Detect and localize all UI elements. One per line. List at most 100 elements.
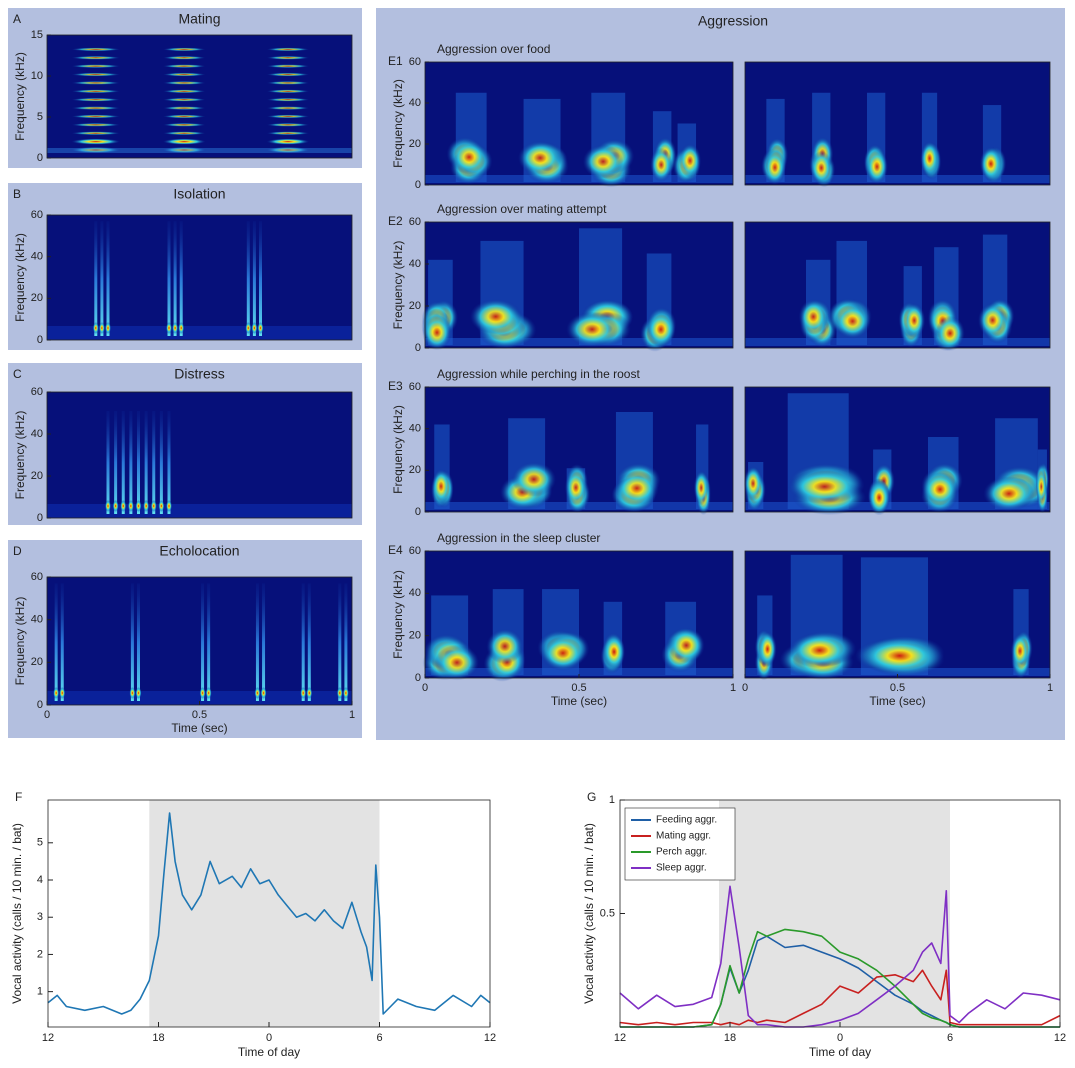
call-core — [260, 687, 267, 699]
harmonic — [266, 81, 310, 85]
harmonic — [162, 89, 206, 94]
harmonic — [266, 72, 310, 77]
harmonic — [71, 47, 121, 52]
y-tick-label: 0 — [415, 672, 421, 684]
call-core — [603, 634, 626, 670]
call — [252, 221, 256, 336]
harmonic — [266, 55, 310, 60]
call — [179, 221, 183, 336]
call-core — [614, 470, 660, 506]
harmonic — [71, 81, 121, 85]
x-tick-label: 12 — [614, 1032, 626, 1044]
call-core — [866, 149, 888, 184]
line — [47, 812, 491, 1015]
call-core — [667, 627, 705, 664]
call — [152, 410, 156, 514]
y-tick-label: 0 — [415, 506, 421, 518]
call — [60, 583, 64, 701]
call — [121, 410, 125, 514]
y-tick-label: 0 — [415, 342, 421, 354]
row-subtitle: Aggression over mating attempt — [437, 202, 607, 216]
call-core — [127, 500, 134, 512]
legend-label: Sleep aggr. — [656, 863, 707, 874]
call-core — [431, 468, 451, 504]
call-core — [903, 302, 926, 339]
axes-frame — [46, 391, 353, 519]
call-core — [582, 144, 624, 179]
harmonic — [266, 114, 310, 119]
x-tick-label: 0 — [422, 682, 428, 694]
harmonic — [266, 89, 310, 94]
x-tick-label: 1 — [730, 682, 736, 694]
spectrogram-content — [745, 92, 1050, 188]
y-tick-label: 3 — [37, 911, 43, 923]
call — [100, 221, 104, 336]
call-core — [921, 471, 959, 507]
call-core — [978, 302, 1008, 338]
call — [159, 410, 163, 514]
call-core — [763, 150, 786, 185]
call-core — [834, 303, 871, 339]
harmonic — [266, 131, 310, 136]
call-core — [166, 500, 172, 512]
spectrogram — [47, 35, 352, 158]
call-core — [450, 139, 488, 175]
call-core — [120, 500, 127, 512]
x-tick-label: 1 — [349, 709, 355, 721]
panel-title: Isolation — [173, 186, 225, 202]
y-axis-label: Frequency (kHz) — [391, 405, 405, 494]
x-tick-label: 0.5 — [571, 682, 586, 694]
y-tick-label: 60 — [31, 571, 43, 583]
legend-label: Perch aggr. — [656, 847, 707, 858]
y-tick-label: 40 — [409, 587, 421, 599]
call-core — [257, 322, 264, 334]
harmonic — [162, 72, 206, 77]
call-core — [105, 500, 111, 512]
call-core — [693, 470, 709, 506]
y-tick-label: 5 — [37, 837, 43, 849]
call — [173, 221, 177, 336]
x-tick-label: 0 — [837, 1032, 843, 1044]
call-core — [678, 143, 702, 178]
y-tick-label: 20 — [31, 292, 43, 304]
call — [54, 583, 58, 701]
call-core — [105, 322, 111, 334]
call — [114, 410, 118, 514]
call-core — [979, 146, 1002, 181]
call-core — [172, 322, 179, 334]
x-tick-label: 0 — [44, 709, 50, 721]
harmonic — [71, 114, 121, 119]
y-axis-label: Vocal activity (calls / 10 min. / bat) — [10, 823, 24, 1004]
x-tick-label: 0.5 — [192, 709, 207, 721]
spectrogram-content — [47, 583, 352, 705]
y-tick-label: 60 — [409, 216, 421, 228]
y-tick-label: 40 — [31, 614, 43, 626]
harmonic — [162, 47, 206, 52]
y-axis-label: Frequency (kHz) — [13, 597, 27, 686]
x-tick-label: 1 — [1047, 682, 1053, 694]
call-core — [743, 466, 763, 502]
call — [201, 583, 205, 701]
call-core — [511, 461, 556, 497]
call-core — [486, 628, 524, 665]
call-core — [810, 150, 833, 186]
y-tick-label: 20 — [31, 470, 43, 482]
call-core — [920, 141, 939, 176]
y-tick-label: 40 — [409, 97, 421, 109]
call-core — [859, 637, 940, 674]
y-tick-label: 0 — [37, 512, 43, 524]
call — [167, 410, 171, 514]
axes-frame — [46, 34, 353, 159]
axes-frame — [744, 61, 1051, 186]
y-tick-label: 60 — [409, 56, 421, 68]
x-tick-label: 18 — [724, 1032, 736, 1044]
harmonic — [266, 64, 310, 68]
panel-letter: D — [13, 544, 22, 558]
spectrogram-content — [422, 589, 733, 682]
y-tick-label: 20 — [31, 656, 43, 668]
harmonic — [162, 131, 206, 136]
harmonic — [266, 97, 310, 102]
spectrogram-content — [425, 412, 733, 516]
call-core — [787, 469, 862, 505]
noise-band — [47, 326, 352, 340]
